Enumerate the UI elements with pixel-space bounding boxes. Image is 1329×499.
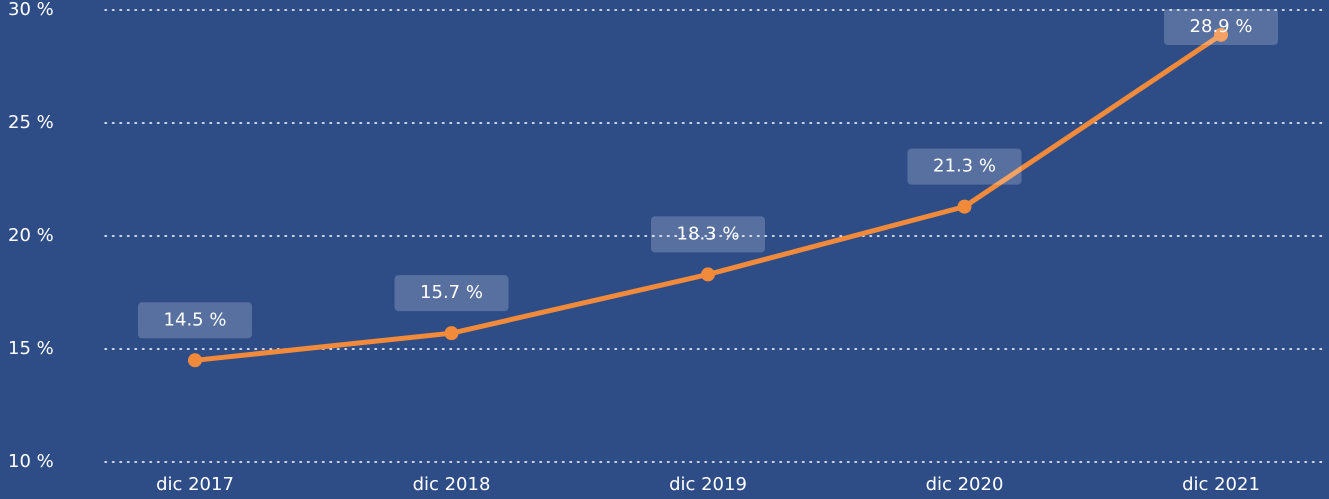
y-tick-label: 25 % <box>8 112 54 133</box>
point <box>188 353 202 368</box>
data-label: 14.5 % <box>164 309 227 330</box>
data-label-box <box>907 148 1022 185</box>
y-tick-label: 30 % <box>8 0 54 20</box>
x-tick-label: dic 2017 <box>156 474 234 495</box>
data-label: 15.7 % <box>420 282 483 303</box>
data-label: 21.3 % <box>933 156 996 177</box>
y-tick-label: 15 % <box>8 338 54 359</box>
data-label: 18.3 % <box>677 223 740 244</box>
point <box>957 199 972 214</box>
data-label: 28.9 % <box>1190 16 1253 37</box>
data-label-box <box>394 275 509 312</box>
point <box>1214 27 1228 42</box>
x-tick-label: dic 2018 <box>413 474 491 495</box>
data-label-box <box>138 302 252 339</box>
y-tick-label: 20 % <box>8 225 54 246</box>
data-label-box <box>1164 9 1278 45</box>
data-label-box <box>651 216 765 253</box>
point <box>701 267 715 282</box>
x-tick-label: dic 2021 <box>1182 474 1260 495</box>
x-tick-label: dic 2020 <box>926 474 1004 495</box>
point <box>444 326 459 341</box>
y-tick-label: 10 % <box>8 451 54 472</box>
x-tick-label: dic 2019 <box>669 474 747 495</box>
